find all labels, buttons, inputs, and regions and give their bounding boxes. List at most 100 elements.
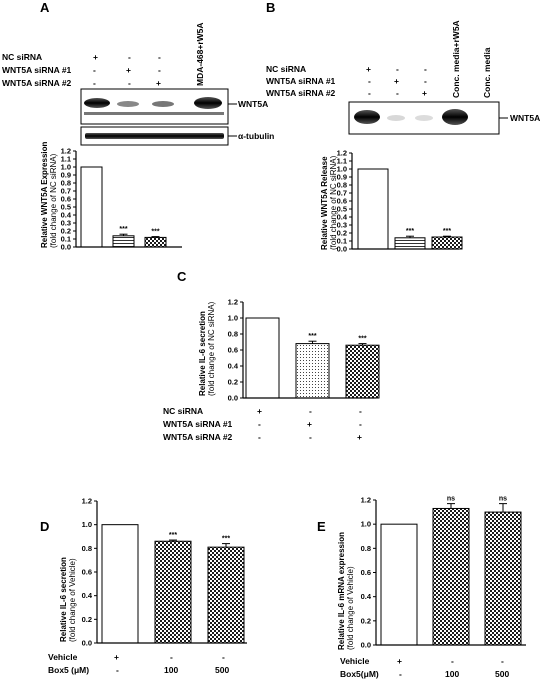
ytick-label-e-3: 0.6 [361,568,371,577]
mark-a-2-0: - [93,78,96,88]
mark-b-1-2: - [424,76,427,86]
lane-label-a-extra: MDA-468+rW5A [195,22,205,86]
ytick-label-a-5: 0.5 [61,203,71,212]
mark-c-2-0: - [258,432,261,442]
cond-b-si1: WNT5A siRNA #1 [266,76,336,86]
panel-d-conditions: Vehicle Box5 (μM) + - - - 100 500 [48,652,229,675]
bar-c-0 [245,317,280,399]
ytick-label-a-10: 1.0 [61,163,71,172]
ytick-label-a-1: 0.1 [61,235,71,244]
mark-c-0-0: + [257,406,262,416]
ytick-label-e-6: 1.2 [361,496,371,505]
cond-d-box5: Box5 (μM) [48,665,89,675]
panel-label-a: A [40,0,50,15]
cond-c-si1: WNT5A siRNA #1 [163,419,233,429]
ytick-label-b-1: 0.1 [337,237,347,246]
mark-b-2-1: - [396,88,399,98]
band-a-wnt5a-2 [117,101,139,107]
panel-label-b: B [266,0,275,15]
ylabel-b-line2: (fold change of NC siRNA) [329,155,338,250]
ytick-label-d-4: 0.8 [82,544,92,553]
ylabel-a-line2: (fold change of NC siRNA) [49,153,58,248]
bar-e-0 [380,523,418,646]
mark-e-0-0: + [397,656,402,666]
ytick-label-c-2: 0.4 [228,362,239,371]
mark-e-1-1: 100 [445,669,459,679]
ytick-label-a-12: 1.2 [61,147,71,156]
ylabel-a-line1: Relative WNT5A Expression [40,141,49,248]
mark-e-1-0: - [399,669,402,679]
ylabel-e-line2: (fold change of Vehicle) [346,566,355,650]
bar-b-1 [394,237,426,250]
mark-a-1-1: + [126,65,131,75]
chart-b: 0.00.10.20.30.40.50.60.70.80.91.01.11.2 *… [337,149,463,254]
cond-a-si2: WNT5A siRNA #2 [2,78,72,88]
ytick-label-a-3: 0.3 [61,219,71,228]
cond-b-si2: WNT5A siRNA #2 [266,88,336,98]
axis-titles: Relative WNT5A Expression (fold change o… [40,141,355,650]
ytick-label-c-0: 0.0 [228,394,238,403]
cond-e-vehicle: Vehicle [340,656,370,666]
ytick-label-e-4: 0.8 [361,544,371,553]
panel-label-c: C [177,269,187,284]
cond-c-nc: NC siRNA [163,406,203,416]
band-b-wnt5a-4 [442,109,468,125]
band-a-tubulin [85,133,224,139]
ytick-label-c-3: 0.6 [228,346,238,355]
ytick-label-b-8: 0.8 [337,181,347,190]
mark-b-0-2: - [424,64,427,74]
mark-c-1-2: - [359,419,362,429]
ytick-label-b-12: 1.2 [337,149,347,158]
ytick-label-d-3: 0.6 [82,568,92,577]
mark-a-2-1: - [128,78,131,88]
ytick-label-e-2: 0.4 [361,592,372,601]
band-b-wnt5a-2 [387,115,405,121]
cond-e-box5: Box5(μM) [340,669,379,679]
panel-b-conditions: NC siRNA WNT5A siRNA #1 WNT5A siRNA #2 +… [266,20,492,98]
ytick-label-e-5: 1.0 [361,520,371,529]
panel-e-conditions: Vehicle Box5(μM) + - - - 100 500 [340,656,509,679]
lane-label-b-extra-1: Conc. media+rW5A [451,20,461,98]
ytick-label-b-5: 0.5 [337,205,347,214]
bar-b-2 [431,236,463,250]
mark-b-1-0: - [368,76,371,86]
panel-a-blot: WNT5A α-tubulin [80,88,274,146]
panel-a-conditions: NC siRNA WNT5A siRNA #1 WNT5A siRNA #2 +… [2,22,205,88]
bar-d-0 [101,524,139,644]
bar-c-2 [345,344,380,399]
significance-e-1: ns [447,496,455,503]
band-a-wnt5a-lower [84,112,224,115]
mark-b-1-1: + [394,76,399,86]
band-b-wnt5a-1 [354,110,380,124]
ylabel-d-line1: Relative IL-6 secretion [59,557,68,642]
significance-a-1: *** [119,226,127,233]
ytick-label-e-1: 0.2 [361,616,371,625]
bar-b-0 [357,168,389,250]
mark-d-1-1: 100 [164,665,178,675]
cond-a-si1: WNT5A siRNA #1 [2,65,72,75]
mark-a-2-2: + [156,78,161,88]
cond-c-si2: WNT5A siRNA #2 [163,432,233,442]
ytick-label-b-10: 1.0 [337,165,347,174]
bar-d-2 [207,546,245,644]
lane-label-b-extra-2: Conc. media [482,47,492,98]
chart-d: 0.0 0.2 0.4 0.6 0.8 1.0 1.2 *** *** [82,497,247,648]
ytick-label-c-6: 1.2 [228,298,238,307]
mark-a-0-0: + [93,52,98,62]
significance-e-2: ns [499,496,507,503]
significance-d-1: *** [169,532,177,539]
ytick-label-a-11: 1.1 [61,155,71,164]
ytick-label-d-0: 0.0 [82,639,92,648]
chart-a: 0.00.10.20.30.40.50.60.70.80.91.01.11.2 *… [61,147,182,252]
ytick-label-d-2: 0.4 [82,591,93,600]
mark-c-2-1: - [309,432,312,442]
ytick-label-c-1: 0.2 [228,378,238,387]
bar-a-0 [80,166,103,248]
bar-c-1 [295,343,330,399]
significance-b-2: *** [443,228,451,235]
ytick-label-b-6: 0.6 [337,197,347,206]
ylabel-e-line1: Relative IL-6 mRNA expression [337,532,346,650]
mark-a-1-2: - [158,65,161,75]
bar-charts: 0.00.10.20.30.40.50.60.70.80.91.01.11.2*… [61,147,526,650]
bar-d-1 [154,540,192,644]
